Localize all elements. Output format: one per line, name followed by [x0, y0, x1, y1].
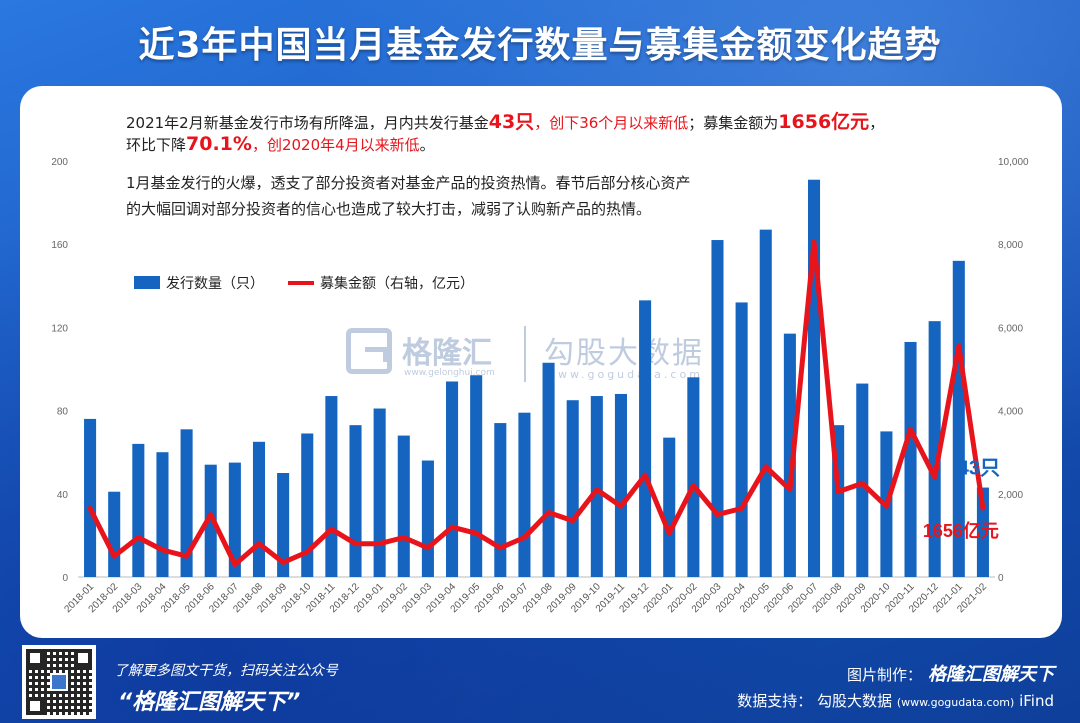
- y-left-tick-label: 200: [51, 157, 68, 168]
- note-line-3: 1月基金发行的火爆，透支了部分投资者对基金产品的投资热情。春节后部分核心资产: [126, 174, 691, 192]
- bar-issue-count: [928, 321, 941, 577]
- note-text: ；募集金额为: [688, 114, 779, 132]
- note-text: 。: [419, 136, 435, 154]
- bar-issue-count: [566, 400, 579, 577]
- bar-issue-count: [904, 341, 917, 577]
- bar-issue-count: [84, 418, 97, 577]
- note-text: ，: [869, 114, 885, 132]
- footer-slogan: “格隆汇图解天下”: [118, 690, 301, 715]
- source-extra: iFind: [1019, 692, 1054, 710]
- callout-amount-label: 1656亿元: [923, 520, 999, 541]
- bar-issue-count: [856, 383, 869, 577]
- bar-issue-count: [470, 375, 483, 577]
- bar-issue-count: [639, 300, 652, 577]
- y-left-tick-label: 120: [51, 323, 68, 334]
- bar-issue-count: [614, 393, 627, 577]
- y-left-tick-label: 80: [57, 407, 69, 418]
- source-name: 勾股大数据: [817, 692, 893, 710]
- y-right-tick-label: 8,000: [998, 240, 1023, 251]
- bar-issue-count: [783, 333, 796, 577]
- qr-code-icon: [26, 649, 92, 715]
- made-by-brand: 格隆汇图解天下: [928, 664, 1054, 685]
- note-highlight-text: ，创2020年4月以来新低: [251, 136, 420, 154]
- legend-bar-swatch: [134, 276, 160, 289]
- note-highlight-count: 43只: [488, 111, 535, 133]
- bar-issue-count: [204, 464, 217, 577]
- bar-issue-count: [494, 423, 507, 577]
- bar-issue-count: [542, 362, 555, 577]
- bar-issue-count: [952, 260, 965, 577]
- qr-code[interactable]: [22, 645, 96, 719]
- y-right-tick-label: 6,000: [998, 323, 1023, 334]
- bar-issue-count: [180, 429, 193, 577]
- footer-promo: 了解更多图文干货，扫码关注公众号: [114, 663, 338, 679]
- bar-issue-count: [325, 396, 338, 577]
- bar-issue-count: [687, 377, 700, 577]
- page-title: 近3年中国当月基金发行数量与募集金额变化趋势: [138, 25, 942, 66]
- bar-issue-count: [373, 408, 386, 577]
- bar-issue-count: [252, 441, 266, 577]
- legend-line-label: 募集金额（右轴，亿元）: [320, 275, 474, 291]
- y-right-tick-label: 10,000: [998, 157, 1029, 168]
- bar-issue-count: [663, 437, 676, 577]
- source-label: 数据支持：: [737, 692, 813, 710]
- source-url: (www.gogudata.com): [896, 696, 1015, 709]
- bar-issue-count: [518, 412, 531, 577]
- callout-count-label: 43只: [958, 458, 1000, 480]
- footer-made-by: 图片制作： 格隆汇图解天下: [847, 660, 1054, 686]
- y-right-tick-label: 0: [998, 573, 1004, 584]
- note-text: 环比下降: [126, 136, 187, 154]
- made-by-label: 图片制作：: [846, 666, 922, 684]
- note-highlight-text: ，创下36个月以来新低: [534, 114, 689, 132]
- bar-issue-count: [301, 433, 314, 577]
- header: 近3年中国当月基金发行数量与募集金额变化趋势: [0, 0, 1080, 84]
- bar-issue-count: [421, 460, 434, 577]
- bar-issue-count: [397, 435, 410, 577]
- note-line-1: 2021年2月新基金发行市场有所降温，月内共发行基金43只，创下36个月以来新低…: [126, 107, 884, 134]
- note-line-2: 环比下降70.1%，创2020年4月以来新低。: [126, 133, 435, 155]
- bar-issue-count: [277, 473, 290, 577]
- bar-issue-count: [108, 491, 121, 577]
- note-line-4: 的大幅回调对部分投资者的信心也造成了较大打击，减弱了认购新产品的热情。: [126, 200, 652, 218]
- line-raised-amount: [87, 239, 986, 567]
- note-highlight-percent: 70.1%: [186, 133, 252, 155]
- bar-issue-count: [156, 452, 169, 577]
- bar-issue-count: [807, 179, 821, 577]
- y-left-tick-label: 40: [57, 490, 69, 501]
- bar-issue-count: [759, 229, 772, 577]
- bar-issue-count: [349, 425, 362, 577]
- note-text: 2021年2月新基金发行市场有所降温，月内共发行基金: [126, 114, 489, 132]
- bar-issue-count: [446, 381, 459, 577]
- bar-issue-count: [228, 462, 241, 577]
- footer-source: 数据支持： 勾股大数据 (www.gogudata.com) iFind: [737, 690, 1054, 711]
- y-right-tick-label: 4,000: [998, 407, 1023, 418]
- bar-issue-count: [132, 443, 145, 577]
- bar-issue-count: [590, 396, 603, 577]
- y-left-tick-label: 160: [51, 240, 68, 251]
- y-left-tick-label: 0: [62, 573, 68, 584]
- bar-issue-count: [711, 240, 724, 578]
- legend-bar-label: 发行数量（只）: [166, 275, 264, 291]
- bar-issue-count: [735, 302, 748, 577]
- bar-issue-count: [976, 487, 989, 577]
- note-highlight-amount: 1656亿元: [778, 111, 870, 133]
- y-right-tick-label: 2,000: [998, 490, 1023, 501]
